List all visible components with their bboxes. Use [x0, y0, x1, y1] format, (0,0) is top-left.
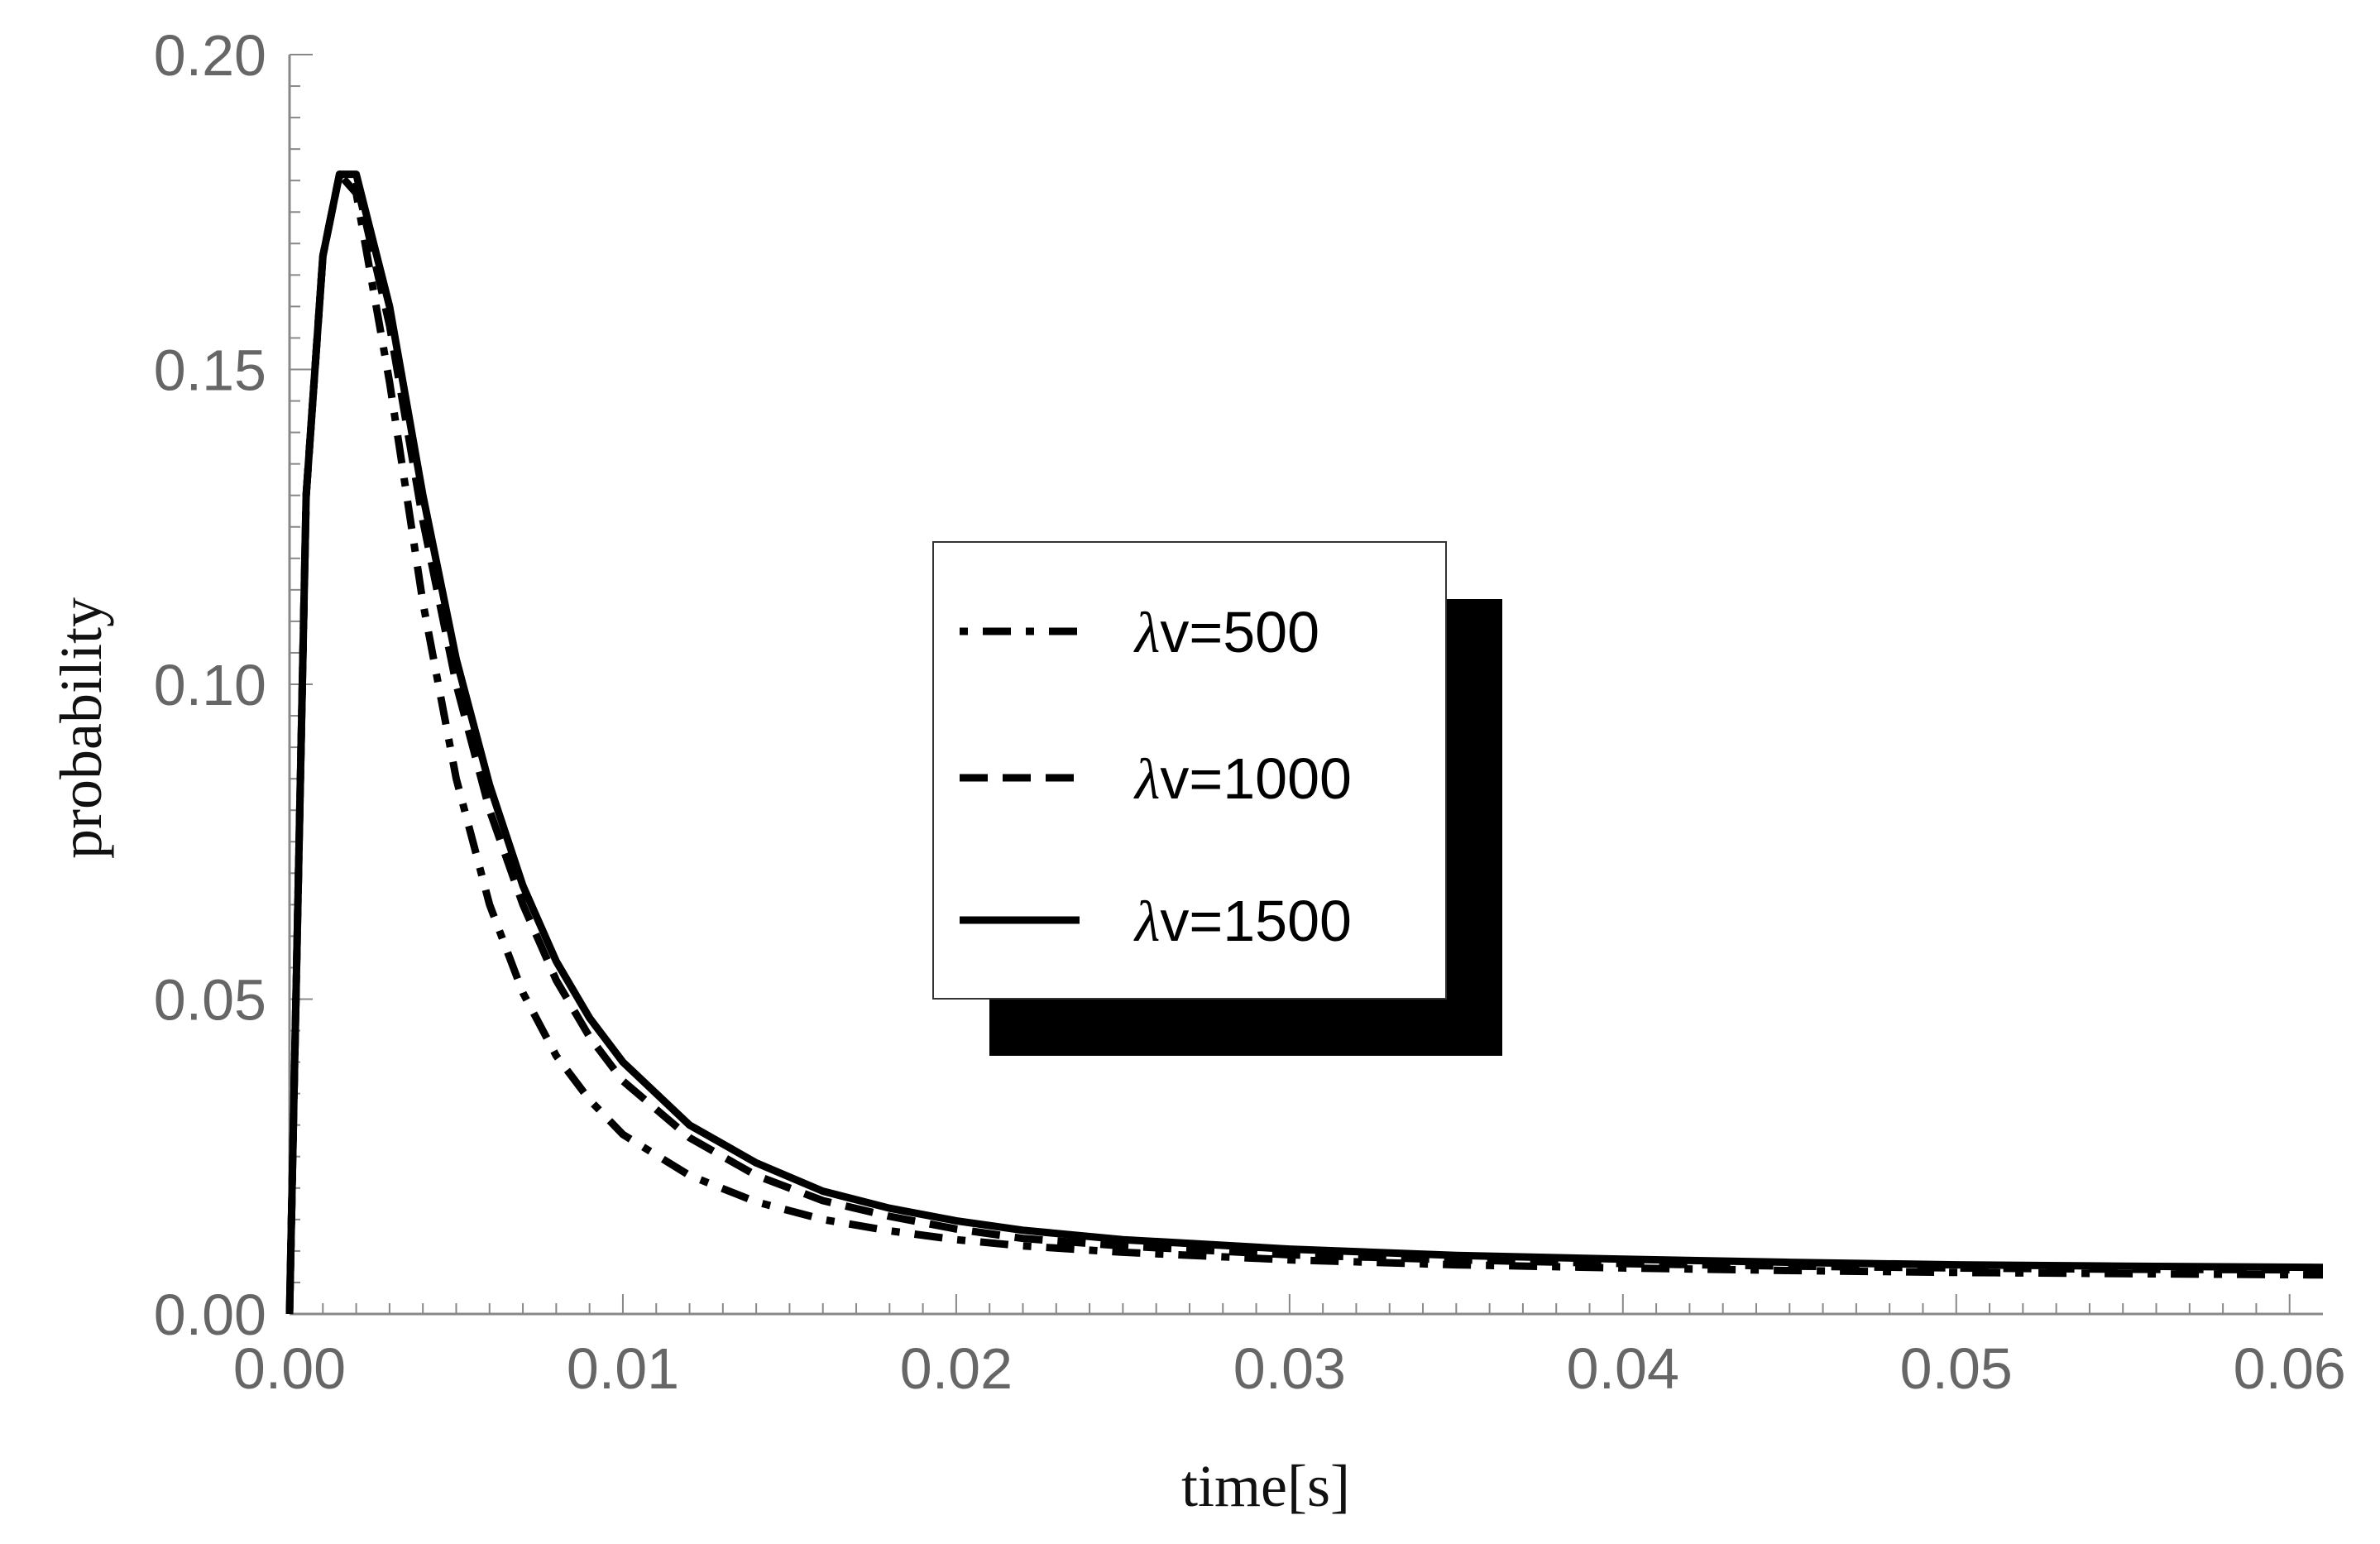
x-tick-label: 0.02 [900, 1336, 1013, 1401]
x-tick-label: 0.01 [567, 1336, 679, 1401]
x-tick-labels: 0.00 0.01 0.02 0.03 0.04 0.05 0.06 [233, 1336, 2346, 1401]
axes: 0.00 0.01 0.02 0.03 0.04 0.05 0.06 0.00 0.05 0.1… [154, 23, 2346, 1401]
legend-label-lambda-1500: λv=1500 [1133, 889, 1352, 954]
y-tick-label: 0.05 [154, 968, 266, 1033]
legend: λv=500 λv=1000 λv=1500 [932, 541, 1502, 1056]
y-axis-title: probability [48, 597, 114, 859]
x-axis-title: time[s] [1181, 1453, 1350, 1519]
series-line-500 [285, 170, 2324, 1315]
x-tick-label: 0.03 [1233, 1336, 1346, 1401]
legend-lambda-symbol-500: λ [1133, 602, 1160, 665]
legend-label-text-500: v=500 [1160, 600, 1319, 664]
x-tick-label: 0.05 [1900, 1336, 2013, 1401]
y-tick-labels: 0.00 0.05 0.10 0.15 0.20 [154, 23, 266, 1347]
y-tick-label: 0.15 [154, 338, 266, 403]
legend-label-lambda-500: λv=500 [1133, 600, 1319, 665]
legend-label-text-1500: v=1500 [1160, 889, 1352, 953]
y-tick-label: 0.20 [154, 23, 266, 88]
legend-label-text-1000: v=1000 [1160, 746, 1352, 811]
x-tick-label: 0.04 [1567, 1336, 1679, 1401]
legend-lambda-symbol-1500: λ [1133, 890, 1160, 954]
x-tick-label: 0.00 [233, 1336, 346, 1401]
series-line-1500 [285, 170, 2324, 1315]
x-tick-label: 0.06 [2234, 1336, 2346, 1401]
legend-label-lambda-1000: λv=1000 [1133, 746, 1352, 812]
y-tick-label: 0.00 [154, 1283, 266, 1347]
series-group [285, 170, 2324, 1315]
y-tick-label: 0.10 [154, 653, 266, 717]
legend-lambda-symbol-1000: λ [1133, 748, 1160, 812]
